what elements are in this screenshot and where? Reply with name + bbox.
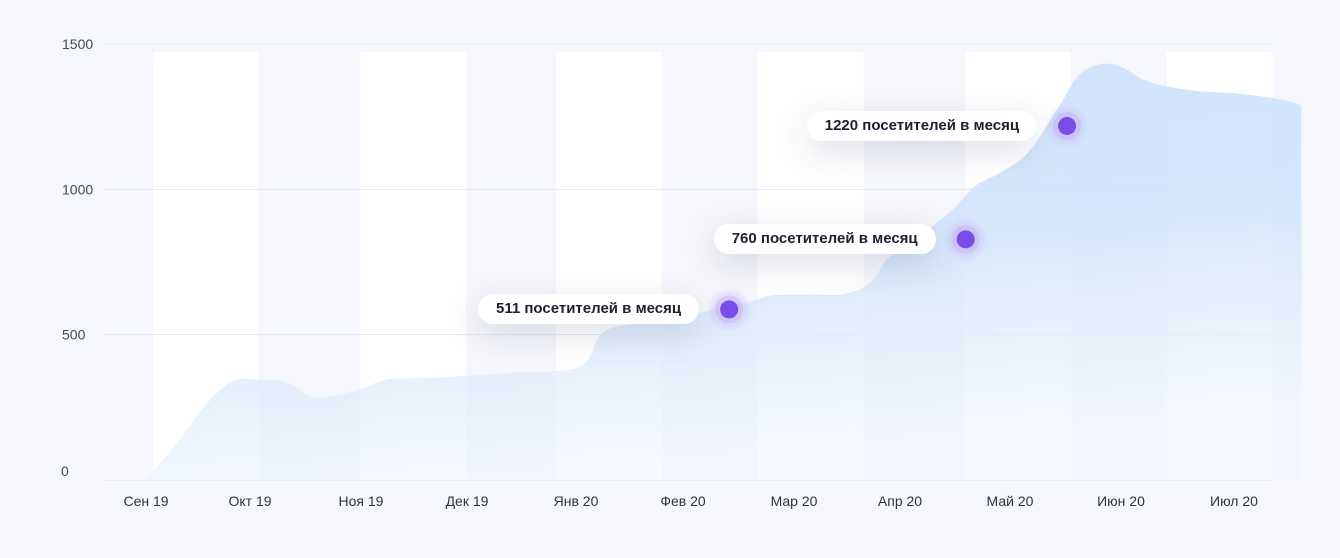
x-tick-label-9: Май 20	[987, 493, 1034, 509]
x-tick-label-5: Янв 20	[554, 493, 599, 509]
data-point-1	[720, 300, 739, 319]
data-point-3	[1058, 116, 1077, 135]
x-tick-label-8: Апр 20	[878, 493, 922, 509]
callout-label-2: 760 посетителей в месяц	[713, 224, 936, 255]
y-tick-label-500: 500	[62, 327, 86, 343]
x-tick-label-11: Июл 20	[1210, 493, 1258, 509]
y-tick-label-0: 0	[61, 463, 69, 479]
x-tick-label-1: Сен 19	[123, 493, 168, 509]
x-tick-label-10: Июн 20	[1097, 493, 1145, 509]
x-tick-label-6: Фев 20	[660, 493, 706, 509]
x-tick-label-3: Ноя 19	[339, 493, 384, 509]
visitors-area-series	[146, 63, 1302, 480]
x-tick-label-2: Окт 19	[228, 493, 271, 509]
y-tick-label-1500: 1500	[62, 36, 93, 52]
callout-label-1: 511 посетителей в месяц	[477, 294, 700, 325]
y-tick-label-1000: 1000	[62, 181, 93, 197]
x-tick-label-7: Мар 20	[771, 493, 818, 509]
callout-label-3: 1220 посетителей в месяц	[806, 110, 1038, 141]
x-tick-label-4: Дек 19	[446, 493, 489, 509]
data-point-2	[956, 230, 975, 249]
